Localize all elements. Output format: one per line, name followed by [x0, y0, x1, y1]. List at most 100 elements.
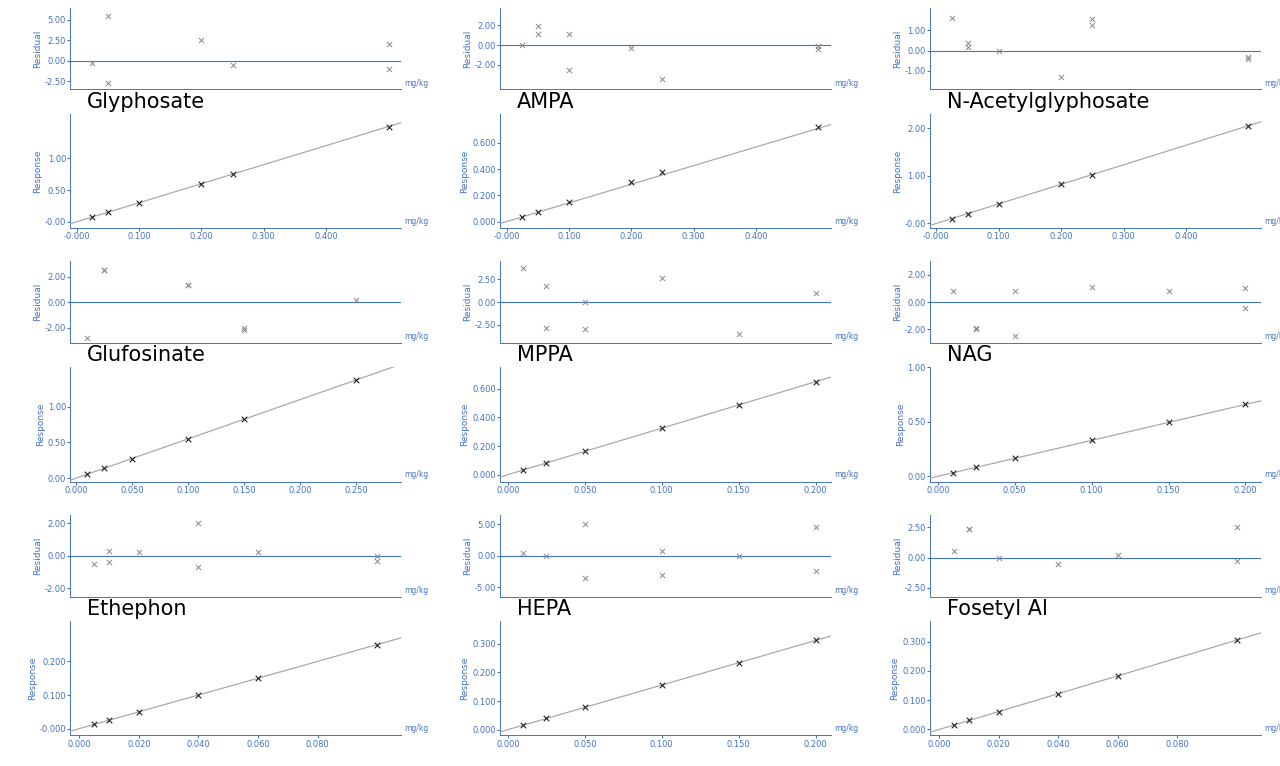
Point: [1082, 434, 1102, 447]
Text: HEPA: HEPA: [517, 599, 571, 619]
Y-axis label: Residual: Residual: [33, 29, 42, 67]
Point: [1235, 301, 1256, 313]
Text: MPPA: MPPA: [517, 345, 572, 365]
Point: [84, 719, 105, 731]
Point: [1235, 398, 1256, 411]
Point: [805, 375, 826, 388]
Point: [379, 63, 399, 75]
Point: [652, 545, 672, 557]
Point: [1226, 634, 1247, 647]
Point: [959, 523, 979, 535]
Point: [178, 280, 198, 292]
Point: [558, 28, 579, 40]
Point: [808, 43, 828, 55]
Point: [99, 545, 119, 557]
Point: [379, 38, 399, 51]
Point: [959, 523, 979, 535]
Text: N-Acetylglyphosate: N-Acetylglyphosate: [947, 92, 1149, 112]
Point: [346, 293, 366, 306]
Point: [653, 74, 673, 86]
Text: mg/kg: mg/kg: [404, 586, 429, 595]
Point: [1107, 669, 1128, 682]
Point: [178, 433, 198, 445]
Point: [536, 280, 557, 292]
Point: [1082, 13, 1102, 25]
Y-axis label: Residual: Residual: [463, 29, 472, 67]
Point: [99, 714, 119, 726]
Point: [957, 41, 978, 54]
Point: [512, 38, 532, 51]
Text: mg/kg: mg/kg: [835, 586, 859, 595]
Y-axis label: Residual: Residual: [893, 536, 902, 574]
Point: [558, 196, 579, 208]
Point: [379, 120, 399, 133]
Point: [652, 679, 672, 691]
Point: [728, 399, 749, 411]
Text: mg/kg: mg/kg: [1265, 586, 1280, 595]
Text: mg/kg: mg/kg: [1265, 79, 1280, 87]
Point: [621, 176, 641, 188]
Point: [234, 413, 255, 425]
Point: [943, 719, 964, 732]
Point: [1158, 285, 1179, 297]
Text: mg/kg: mg/kg: [1265, 724, 1280, 733]
Y-axis label: Residual: Residual: [33, 283, 42, 321]
Point: [966, 323, 987, 336]
Point: [122, 453, 142, 465]
Point: [575, 323, 595, 336]
Point: [248, 672, 269, 684]
Point: [93, 264, 114, 277]
Point: [527, 206, 548, 218]
Y-axis label: Residual: Residual: [463, 283, 472, 321]
Point: [84, 558, 105, 570]
Text: mg/kg: mg/kg: [404, 724, 429, 733]
Text: Ethephon: Ethephon: [87, 599, 187, 619]
Point: [77, 468, 97, 480]
Point: [1048, 688, 1069, 700]
Point: [805, 522, 826, 534]
Point: [1107, 549, 1128, 561]
Text: Glufosinate: Glufosinate: [87, 345, 206, 365]
Point: [1238, 119, 1258, 132]
Point: [966, 461, 987, 473]
Y-axis label: Residual: Residual: [33, 536, 42, 574]
Point: [188, 561, 209, 573]
Point: [97, 77, 118, 89]
Point: [513, 719, 534, 732]
Y-axis label: Response: Response: [891, 656, 900, 700]
Point: [191, 34, 211, 46]
Point: [575, 571, 595, 584]
Point: [178, 280, 198, 292]
Text: mg/kg: mg/kg: [835, 79, 859, 87]
Text: NAG: NAG: [947, 345, 992, 365]
Point: [234, 323, 255, 336]
Point: [129, 197, 150, 209]
Point: [1005, 330, 1025, 342]
Point: [1048, 558, 1069, 570]
Text: AMPA: AMPA: [517, 92, 575, 112]
Text: mg/kg: mg/kg: [835, 332, 859, 342]
Point: [558, 64, 579, 76]
Point: [728, 656, 749, 669]
Point: [942, 212, 963, 224]
Text: mg/kg: mg/kg: [835, 217, 859, 226]
Text: mg/kg: mg/kg: [1265, 217, 1280, 226]
Point: [957, 208, 978, 220]
Point: [959, 714, 979, 726]
Point: [536, 322, 557, 335]
Point: [943, 545, 964, 558]
Text: mg/kg: mg/kg: [1265, 332, 1280, 342]
Point: [988, 198, 1009, 210]
Point: [575, 296, 595, 308]
Point: [536, 457, 557, 469]
Y-axis label: Response: Response: [33, 149, 42, 193]
Text: mg/kg: mg/kg: [404, 332, 429, 342]
Point: [728, 328, 749, 340]
Y-axis label: Response: Response: [896, 403, 905, 447]
Point: [234, 322, 255, 334]
Point: [82, 57, 102, 70]
Point: [652, 273, 672, 285]
Point: [575, 445, 595, 457]
Point: [808, 40, 828, 52]
Point: [97, 10, 118, 22]
